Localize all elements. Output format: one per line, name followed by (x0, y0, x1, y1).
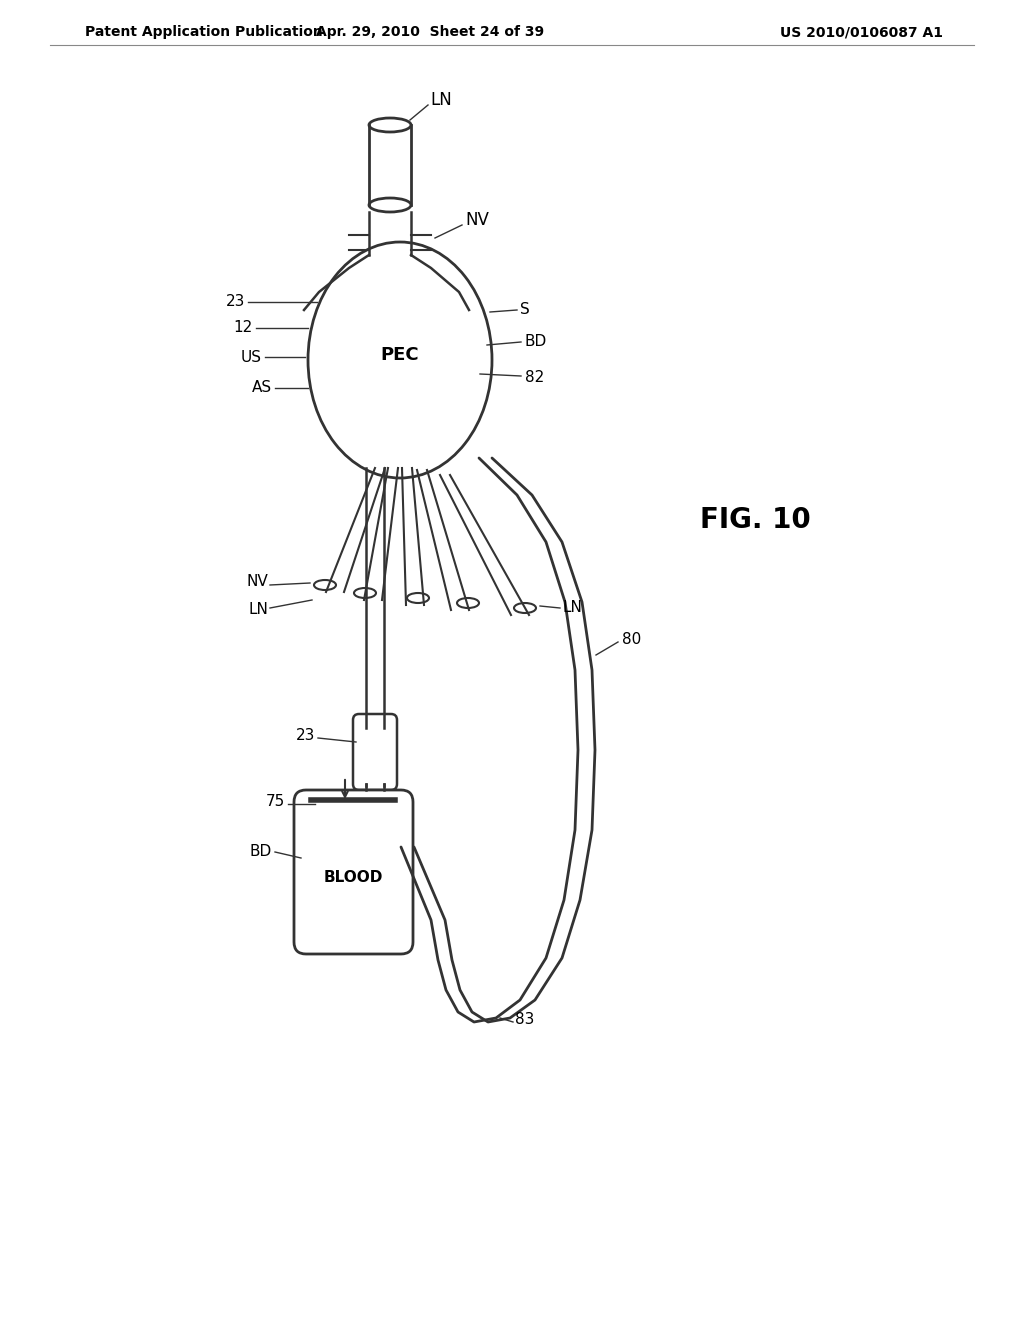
Text: Patent Application Publication: Patent Application Publication (85, 25, 323, 40)
Ellipse shape (457, 598, 479, 609)
Text: NV: NV (465, 211, 488, 228)
Ellipse shape (407, 593, 429, 603)
Text: LN: LN (562, 601, 582, 615)
Text: LN: LN (248, 602, 268, 618)
Text: BLOOD: BLOOD (324, 870, 383, 884)
Text: S: S (520, 302, 529, 318)
Text: 23: 23 (225, 294, 245, 309)
Text: 83: 83 (515, 1012, 535, 1027)
Ellipse shape (514, 603, 536, 612)
Ellipse shape (308, 242, 492, 478)
Text: 12: 12 (233, 321, 253, 335)
Text: 80: 80 (622, 632, 641, 648)
Text: BD: BD (250, 845, 272, 859)
Ellipse shape (369, 117, 411, 132)
Text: 82: 82 (525, 371, 544, 385)
Text: AS: AS (252, 380, 272, 396)
Text: LN: LN (430, 91, 452, 110)
FancyBboxPatch shape (353, 714, 397, 789)
Ellipse shape (354, 587, 376, 598)
Text: NV: NV (246, 574, 268, 590)
Text: FIG. 10: FIG. 10 (699, 506, 810, 535)
Text: US: US (241, 350, 262, 364)
Text: Apr. 29, 2010  Sheet 24 of 39: Apr. 29, 2010 Sheet 24 of 39 (316, 25, 544, 40)
Text: US 2010/0106087 A1: US 2010/0106087 A1 (780, 25, 943, 40)
Text: 23: 23 (296, 727, 315, 742)
Text: PEC: PEC (381, 346, 419, 364)
Text: BD: BD (525, 334, 547, 350)
Ellipse shape (314, 579, 336, 590)
FancyBboxPatch shape (294, 789, 413, 954)
Text: 75: 75 (266, 795, 285, 809)
